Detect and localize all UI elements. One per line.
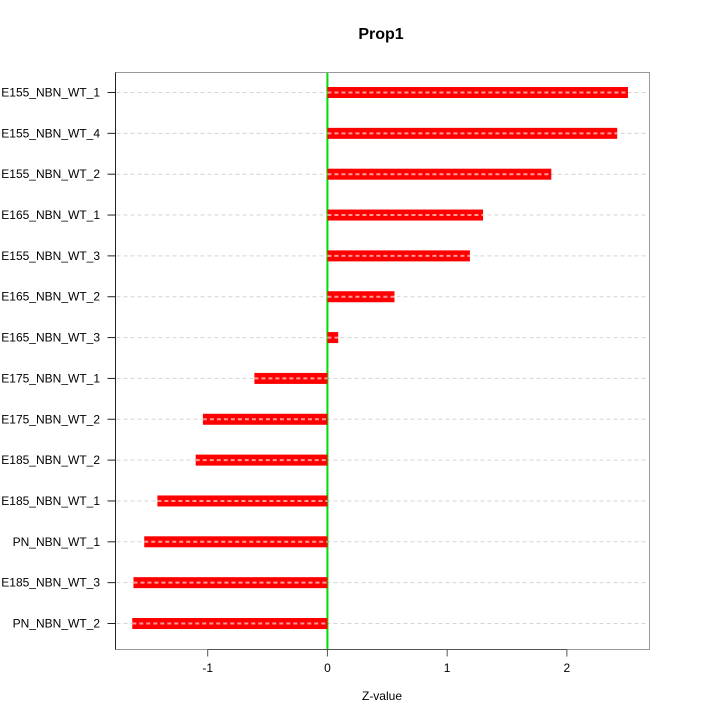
bar [202, 413, 328, 425]
y-tick-label: E165_NBN_WT_2 [1, 290, 100, 304]
y-tick-label: E155_NBN_WT_2 [1, 167, 100, 181]
bar [327, 332, 339, 344]
bar [327, 168, 552, 180]
chart-title: Prop1 [358, 26, 403, 43]
y-tick-label: E165_NBN_WT_3 [1, 331, 100, 345]
labels-layer: E155_NBN_WT_1 E155_NBN_WT_4 E155_NBN_WT_2 E… [1, 86, 570, 676]
bars-layer [132, 87, 628, 629]
y-tick-label: E185_NBN_WT_2 [1, 453, 100, 467]
plot-box [115, 72, 650, 650]
x-tick-label: 2 [564, 661, 571, 675]
bar [133, 577, 328, 589]
axes-layer [107, 72, 650, 657]
y-tick-label: E175_NBN_WT_1 [1, 371, 100, 385]
y-tick-label: E185_NBN_WT_1 [1, 494, 100, 508]
x-axis-label: Z-value [362, 689, 402, 703]
y-tick-label: E155_NBN_WT_1 [1, 86, 100, 100]
x-tick-label: -1 [202, 661, 213, 675]
y-tick-label: E185_NBN_WT_3 [1, 576, 100, 590]
y-tick-label: PN_NBN_WT_1 [13, 535, 101, 549]
y-tick-label: E155_NBN_WT_4 [1, 126, 100, 140]
x-tick-label: 0 [324, 661, 331, 675]
y-tick-label: E175_NBN_WT_2 [1, 412, 100, 426]
bar [327, 291, 395, 303]
y-tick-label: E155_NBN_WT_3 [1, 249, 100, 263]
y-tick-label: PN_NBN_WT_2 [13, 617, 101, 631]
bar [327, 127, 618, 139]
bar [132, 618, 328, 629]
y-tick-label: E165_NBN_WT_1 [1, 208, 100, 222]
x-tick-label: 1 [444, 661, 451, 675]
